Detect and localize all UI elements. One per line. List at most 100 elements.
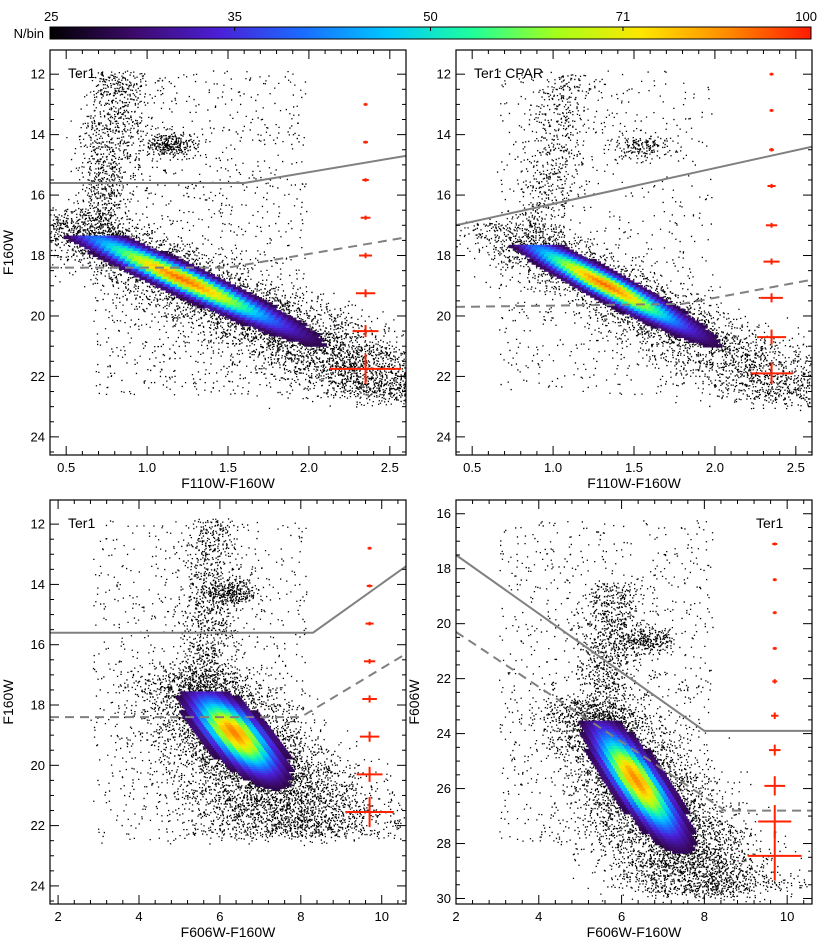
density-cell (601, 737, 609, 742)
density-cell (671, 322, 679, 327)
density-cell (696, 337, 704, 341)
density-cell (552, 273, 560, 277)
density-cell (663, 807, 671, 812)
x-axis-label: F606W-F160W (181, 924, 276, 940)
density-cell (214, 729, 223, 733)
density-cell (629, 313, 637, 317)
density-cell (282, 762, 291, 766)
density-cell (687, 827, 695, 832)
density-cell (692, 327, 700, 331)
density-cell (203, 704, 212, 708)
density-cell (619, 311, 627, 315)
density-cell (533, 244, 541, 249)
density-cell (590, 294, 598, 298)
density-cell (594, 746, 602, 750)
density-map (508, 244, 723, 348)
density-cell (244, 317, 253, 322)
density-cell (529, 256, 537, 260)
density-cell (548, 249, 556, 253)
density-cell (273, 771, 282, 775)
density-cell (239, 315, 248, 319)
density-cell (638, 311, 646, 315)
density-cell (669, 807, 677, 812)
x-tick-label: 1.0 (138, 460, 156, 475)
density-cell (267, 781, 276, 785)
density-cell (550, 254, 558, 258)
density-cell (661, 776, 669, 781)
density-cell (665, 810, 673, 815)
density-cell (226, 764, 235, 768)
density-cell (634, 743, 642, 747)
density-cell (675, 325, 683, 329)
density-cell (232, 297, 241, 301)
density-cell (619, 282, 627, 286)
density-cell (231, 704, 240, 708)
error-bars (329, 102, 402, 384)
density-cell (636, 774, 644, 778)
x-axis-label: F110W-F160W (587, 475, 681, 491)
density-cell (240, 706, 249, 710)
density-cell (245, 722, 254, 726)
density-cell (163, 256, 172, 260)
density-cell (598, 751, 606, 756)
density-cell (216, 307, 225, 311)
density-cell (650, 296, 658, 301)
density-cell (242, 302, 251, 306)
density-cell (117, 240, 126, 245)
density-cell (262, 727, 271, 731)
density-cell (627, 779, 635, 784)
density-cell (598, 277, 606, 282)
density-cell (210, 279, 219, 283)
density-cell (577, 259, 585, 263)
density-cell (160, 286, 169, 291)
density-cell (612, 746, 620, 750)
density-cell (232, 762, 241, 766)
density-cell (168, 276, 177, 281)
density-cell (672, 813, 680, 818)
density-cell (635, 299, 643, 303)
density-cell (681, 332, 690, 336)
density-cell (198, 716, 207, 720)
density-cell (236, 769, 245, 773)
density-cell (622, 771, 630, 776)
density-cell (596, 273, 604, 277)
y-axis-label: F160W (0, 229, 16, 275)
density-cell (68, 238, 77, 242)
density-cell (260, 733, 269, 737)
density-cell (700, 339, 708, 343)
density-cell (255, 727, 264, 731)
density-cell (539, 259, 548, 263)
density-cell (643, 289, 652, 294)
density-cell (604, 285, 612, 289)
density-cell (637, 776, 645, 781)
density-cell (592, 751, 600, 756)
density-cell (218, 286, 227, 291)
density-cell (537, 254, 545, 258)
y-tick-label: 14 (31, 577, 45, 592)
density-cell (675, 318, 683, 322)
density-cell (114, 235, 123, 240)
density-cell (258, 720, 267, 724)
density-cell (646, 294, 654, 298)
density-cell (702, 337, 710, 341)
density-cell (675, 311, 683, 315)
density-cell (651, 779, 659, 784)
density-cell (527, 259, 535, 263)
error-bars (750, 72, 793, 384)
density-cell (662, 311, 671, 315)
density-cell (708, 337, 717, 341)
density-cell (627, 301, 635, 305)
density-cell (252, 771, 261, 775)
density-cell (614, 740, 622, 745)
density-cell (286, 769, 295, 773)
density-cell (550, 268, 558, 272)
density-cell (236, 758, 245, 762)
density-cell (623, 754, 631, 759)
density-cell (617, 734, 625, 739)
density-cell (625, 737, 632, 742)
dashed-cut-line (50, 652, 406, 719)
density-cell (229, 769, 238, 773)
density-cell (596, 280, 604, 284)
density-cell (573, 256, 581, 260)
